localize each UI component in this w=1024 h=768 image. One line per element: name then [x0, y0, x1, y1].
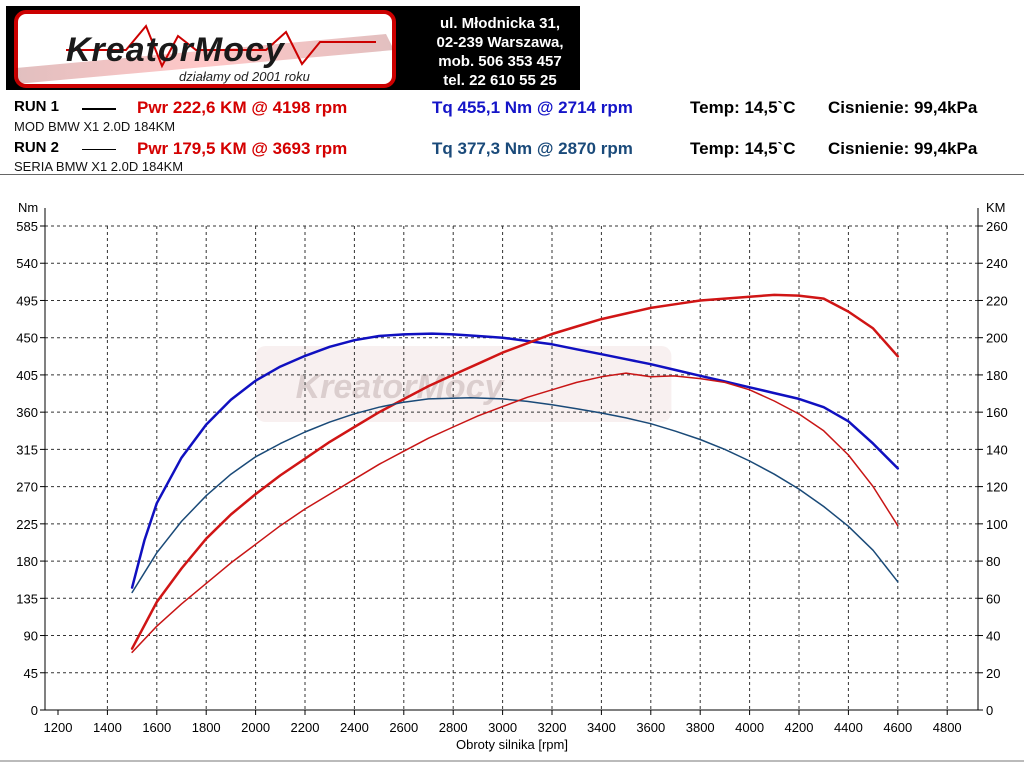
x-tick-label: 1200 [44, 720, 73, 735]
y-left-tick-label: 45 [24, 666, 38, 681]
x-tick-label: 2200 [291, 720, 320, 735]
run-2-pressure: Cisnienie: 99,4kPa [828, 139, 978, 158]
y-right-tick-label: 240 [986, 256, 1008, 271]
x-tick-label: 3000 [488, 720, 517, 735]
x-tick-label: 4000 [735, 720, 764, 735]
y-left-tick-label: 135 [16, 591, 38, 606]
y-left-tick-label: 495 [16, 293, 38, 308]
run-label: RUN 2 [14, 139, 60, 156]
header-divider [0, 174, 1024, 175]
run-1-power: Pwr 222,6 KM @ 4198 rpm [137, 98, 348, 117]
watermark-box [255, 346, 672, 422]
y-left-tick-label: 315 [16, 442, 38, 457]
y-right-tick-label: 140 [986, 442, 1008, 457]
run-2-description: SERIA BMW X1 2.0D 184KM [14, 159, 184, 174]
x-tick-label: 4800 [933, 720, 962, 735]
y-left-tick-label: 585 [16, 219, 38, 234]
run-2-torque: Tq 377,3 Nm @ 2870 rpm [432, 139, 633, 158]
dyno-report-header: KreatorMocy działamy od 2001 roku ul. Mł… [0, 0, 1024, 175]
dyno-chart: KreatorMocy 1200 1400 1600 1800 2000 2200 2400… [0, 178, 1024, 768]
x-tick-label: 3800 [686, 720, 715, 735]
x-tick-label: 1400 [93, 720, 122, 735]
chart-series [130, 293, 900, 654]
y-right-tick-label: 80 [986, 554, 1000, 569]
y-left-tick-label: 180 [16, 554, 38, 569]
chart-axes: 1200 1400 1600 1800 2000 2200 2400 2600 2800 3000… [16, 200, 1007, 752]
footer-divider [0, 760, 1024, 762]
y-right-tick-label: 200 [986, 331, 1008, 346]
run-1-line-swatch [82, 108, 116, 110]
x-tick-label: 3400 [587, 720, 616, 735]
x-tick-label: 2000 [241, 720, 270, 735]
logo-text: KreatorMocy [66, 31, 286, 69]
y-right-tick-label: 0 [986, 703, 993, 718]
run-1-description: MOD BMW X1 2.0D 184KM [14, 119, 176, 134]
y-left-tick-label: 540 [16, 256, 38, 271]
run-1-pressure: Cisnienie: 99,4kPa [828, 98, 978, 117]
chart-grid [45, 225, 978, 710]
run-2-temperature: Temp: 14,5`C [690, 139, 796, 158]
y-left-tick-label: 90 [24, 629, 38, 644]
y-right-tick-label: 120 [986, 480, 1008, 495]
run-2-power: Pwr 179,5 KM @ 3693 rpm [137, 139, 348, 158]
run-1-torque: Tq 455,1 Nm @ 2714 rpm [432, 98, 633, 117]
y-left-axis-label: Nm [18, 200, 38, 215]
y-right-tick-label: 60 [986, 591, 1000, 606]
x-axis-label: Obroty silnika [rpm] [456, 737, 568, 752]
series-line-1 [130, 332, 900, 589]
y-left-tick-label: 270 [16, 480, 38, 495]
y-right-tick-label: 180 [986, 368, 1008, 383]
brand-logo: KreatorMocy działamy od 2001 roku [14, 10, 396, 88]
y-left-tick-label: 450 [16, 331, 38, 346]
run-2-line-swatch [82, 149, 116, 150]
x-tick-label: 3200 [538, 720, 567, 735]
run-label: RUN 1 [14, 98, 60, 115]
dyno-chart-svg: KreatorMocy 1200 1400 1600 1800 2000 2200 2400… [16, 200, 1007, 752]
chart-watermark: KreatorMocy [255, 346, 672, 422]
y-left-tick-label: 360 [16, 405, 38, 420]
x-tick-label: 4400 [834, 720, 863, 735]
series-line-3 [131, 397, 899, 594]
address-line: tel. 22 610 55 25 [443, 72, 557, 89]
x-tick-label: 2600 [389, 720, 418, 735]
logo-slogan: działamy od 2001 roku [179, 69, 310, 84]
y-left-tick-label: 225 [16, 517, 38, 532]
y-right-axis-label: KM [986, 200, 1006, 215]
x-tick-label: 4600 [883, 720, 912, 735]
y-left-tick-label: 0 [31, 703, 38, 718]
y-right-tick-label: 100 [986, 517, 1008, 532]
brand-banner: KreatorMocy działamy od 2001 roku ul. Mł… [6, 6, 580, 90]
x-tick-label: 4200 [785, 720, 814, 735]
x-tick-label: 2800 [439, 720, 468, 735]
x-tick-label: 2400 [340, 720, 369, 735]
y-right-tick-label: 20 [986, 666, 1000, 681]
y-right-tick-label: 220 [986, 293, 1008, 308]
series-line-4 [131, 372, 899, 654]
address-line: 02-239 Warszawa, [436, 34, 564, 51]
y-right-tick-label: 40 [986, 629, 1000, 644]
x-tick-label: 3600 [636, 720, 665, 735]
y-left-tick-label: 405 [16, 368, 38, 383]
address-line: ul. Młodnicka 31, [439, 15, 561, 32]
x-tick-label: 1600 [142, 720, 171, 735]
contact-address: ul. Młodnicka 31, 02-239 Warszawa, mob. … [414, 14, 586, 90]
series-line-2 [130, 293, 900, 650]
y-right-tick-label: 260 [986, 219, 1008, 234]
x-tick-label: 1800 [192, 720, 221, 735]
y-right-tick-label: 160 [986, 405, 1008, 420]
run-1-temperature: Temp: 14,5`C [690, 98, 796, 117]
address-line: mob. 506 353 457 [438, 53, 562, 70]
